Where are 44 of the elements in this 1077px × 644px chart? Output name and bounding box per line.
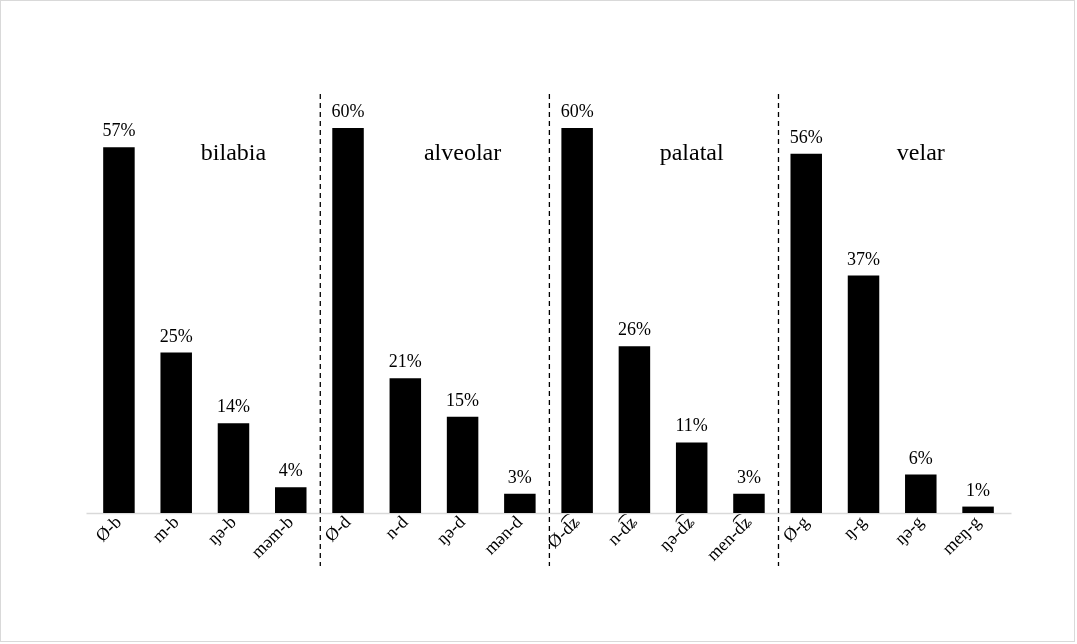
bar [962,506,994,513]
bar [160,352,192,513]
data-label: 15% [446,389,480,410]
bar [332,128,364,513]
bar [389,378,422,513]
x-tick-label: Ø-g [778,511,813,546]
data-label: 37% [847,248,881,269]
x-tick-label: ŋə-g [890,511,928,549]
bar [561,128,593,513]
bar [790,153,822,513]
annotation: alveolar [423,139,502,165]
data-label: 56% [789,126,823,147]
bar [847,275,880,513]
bar [446,416,479,513]
x-tick-label: Ø-b [91,511,126,546]
bar [733,493,765,513]
data-label: 3% [736,466,761,487]
data-label: 26% [617,319,651,340]
x-tick-label: ŋə-b [203,511,240,549]
bar [103,147,135,513]
data-label: 21% [388,351,422,372]
data-label: 1% [966,479,991,500]
data-label: 11% [675,415,708,436]
bar [905,474,937,513]
data-label: 60% [560,101,594,121]
annotation: velar [896,139,945,165]
data-label: 4% [278,460,303,481]
data-label: 57% [102,120,136,141]
annotation: palatal [659,139,724,165]
bar [675,442,708,513]
x-tick-label: ŋ-g [838,511,870,543]
bar [504,493,536,513]
annotation: bilabia [200,139,267,165]
bar [275,487,307,513]
x-tick-label: n-d [380,511,412,543]
data-label: 6% [908,447,933,468]
bar [618,346,651,513]
data-label: 60% [331,101,365,121]
data-label: 14% [216,396,250,417]
bar [217,423,250,513]
x-tick-label: m-b [147,511,183,547]
data-label: 25% [159,325,193,346]
data-label: 3% [507,466,532,487]
x-tick-label: Ø-d [320,511,355,546]
